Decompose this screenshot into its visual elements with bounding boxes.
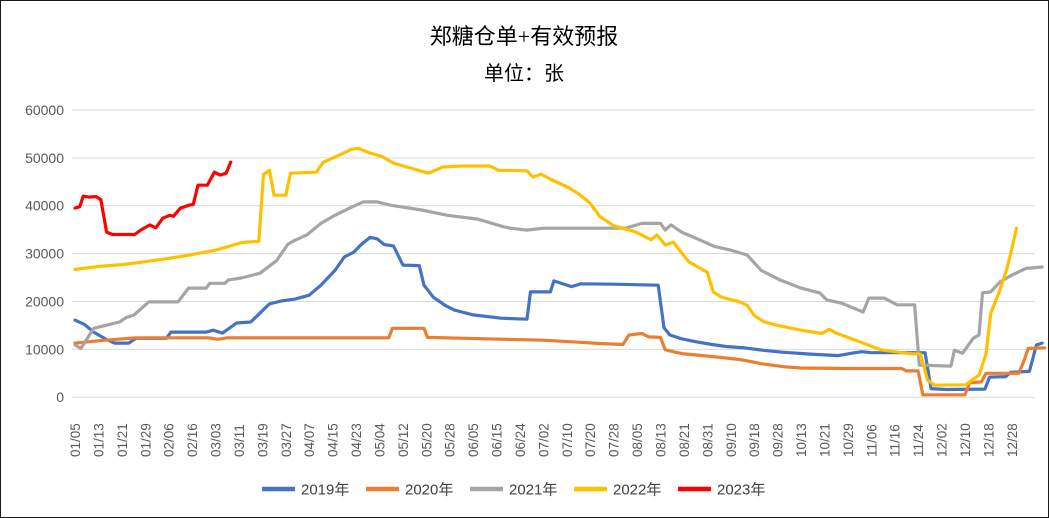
legend-item[interactable]: 2022年 <box>574 482 661 499</box>
x-axis-label: 04/07 <box>302 423 317 457</box>
x-axis-label: 10/29 <box>841 423 856 457</box>
x-axis-label: 05/28 <box>443 423 458 457</box>
x-axis-label: 05/04 <box>372 423 387 457</box>
y-axis-label: 20000 <box>25 293 64 309</box>
legend: 2019年 2020年 2021年 2022年 2023年 <box>262 482 765 499</box>
x-axis-label: 12/02 <box>935 423 950 457</box>
x-axis-label: 08/13 <box>654 423 669 457</box>
x-axis-label: 08/31 <box>700 423 715 457</box>
legend-label: 2022年 <box>613 482 661 499</box>
x-axis-label: 07/10 <box>560 423 575 457</box>
x-axis-label: 10/21 <box>817 423 832 457</box>
legend-item[interactable]: 2021年 <box>470 482 557 499</box>
x-axis-label: 09/18 <box>747 423 762 457</box>
legend-item[interactable]: 2023年 <box>678 482 765 499</box>
legend-item[interactable]: 2020年 <box>366 482 453 499</box>
series-line-2022 <box>73 146 1019 387</box>
x-axis-label: 01/29 <box>138 423 153 457</box>
x-axis-label: 02/16 <box>185 423 200 457</box>
x-axis-label: 03/19 <box>255 423 270 457</box>
x-axis-label: 03/27 <box>279 423 294 457</box>
x-axis-label: 07/20 <box>583 423 598 457</box>
y-axis: 0 10000 20000 30000 40000 50000 60000 <box>25 102 64 405</box>
x-axis-label: 06/05 <box>466 423 481 457</box>
x-axis-label: 01/21 <box>115 423 130 457</box>
y-axis-label: 10000 <box>25 341 64 357</box>
x-axis-label: 03/03 <box>209 423 224 457</box>
x-axis-label: 10/13 <box>794 423 809 457</box>
y-axis-label: 60000 <box>25 102 64 118</box>
series-lines <box>73 146 1047 397</box>
chart-title: 郑糖仓单+有效预报 <box>430 24 618 49</box>
x-axis-label: 07/02 <box>536 423 551 457</box>
x-axis-label: 11/24 <box>911 424 926 457</box>
x-axis-label: 08/21 <box>677 423 692 457</box>
x-axis-label: 11/06 <box>864 424 879 457</box>
x-axis-label: 08/05 <box>630 423 645 457</box>
chart-subtitle: 单位：张 <box>484 62 564 85</box>
series-line-2019 <box>73 235 1044 392</box>
x-axis-label: 06/15 <box>490 423 505 457</box>
legend-label: 2023年 <box>717 482 765 499</box>
x-axis-label: 12/10 <box>958 423 973 457</box>
x-axis-label: 09/10 <box>724 423 739 457</box>
y-axis-label: 0 <box>56 389 64 405</box>
x-axis-label: 01/05 <box>68 423 83 457</box>
x-axis-label: 06/24 <box>513 423 528 457</box>
x-axis-label: 04/23 <box>349 423 364 457</box>
legend-label: 2020年 <box>405 482 453 499</box>
x-axis-label: 12/18 <box>981 423 996 457</box>
legend-label: 2019年 <box>301 482 349 499</box>
x-axis-label: 01/13 <box>91 423 106 457</box>
x-axis-label: 05/12 <box>396 423 411 457</box>
x-axis: 01/05 01/13 01/21 01/29 02/06 02/16 03/03 03/11… <box>68 423 1020 457</box>
y-axis-label: 30000 <box>25 246 64 262</box>
x-axis-label: 12/28 <box>1005 423 1020 457</box>
x-axis-label: 05/20 <box>419 423 434 457</box>
y-axis-label: 50000 <box>25 150 64 166</box>
x-axis-label: 11/16 <box>888 424 903 457</box>
x-axis-label: 02/06 <box>162 423 177 457</box>
legend-item[interactable]: 2019年 <box>262 482 349 499</box>
legend-label: 2021年 <box>509 482 557 499</box>
series-line-2020 <box>73 326 1047 397</box>
x-axis-label: 04/15 <box>326 423 341 457</box>
x-axis-label: 09/28 <box>771 423 786 457</box>
y-axis-label: 40000 <box>25 198 64 214</box>
series-line-2023 <box>73 160 233 237</box>
x-axis-label: 07/28 <box>607 423 622 457</box>
gridlines <box>72 109 1035 398</box>
x-axis-label: 03/11 <box>232 424 247 457</box>
